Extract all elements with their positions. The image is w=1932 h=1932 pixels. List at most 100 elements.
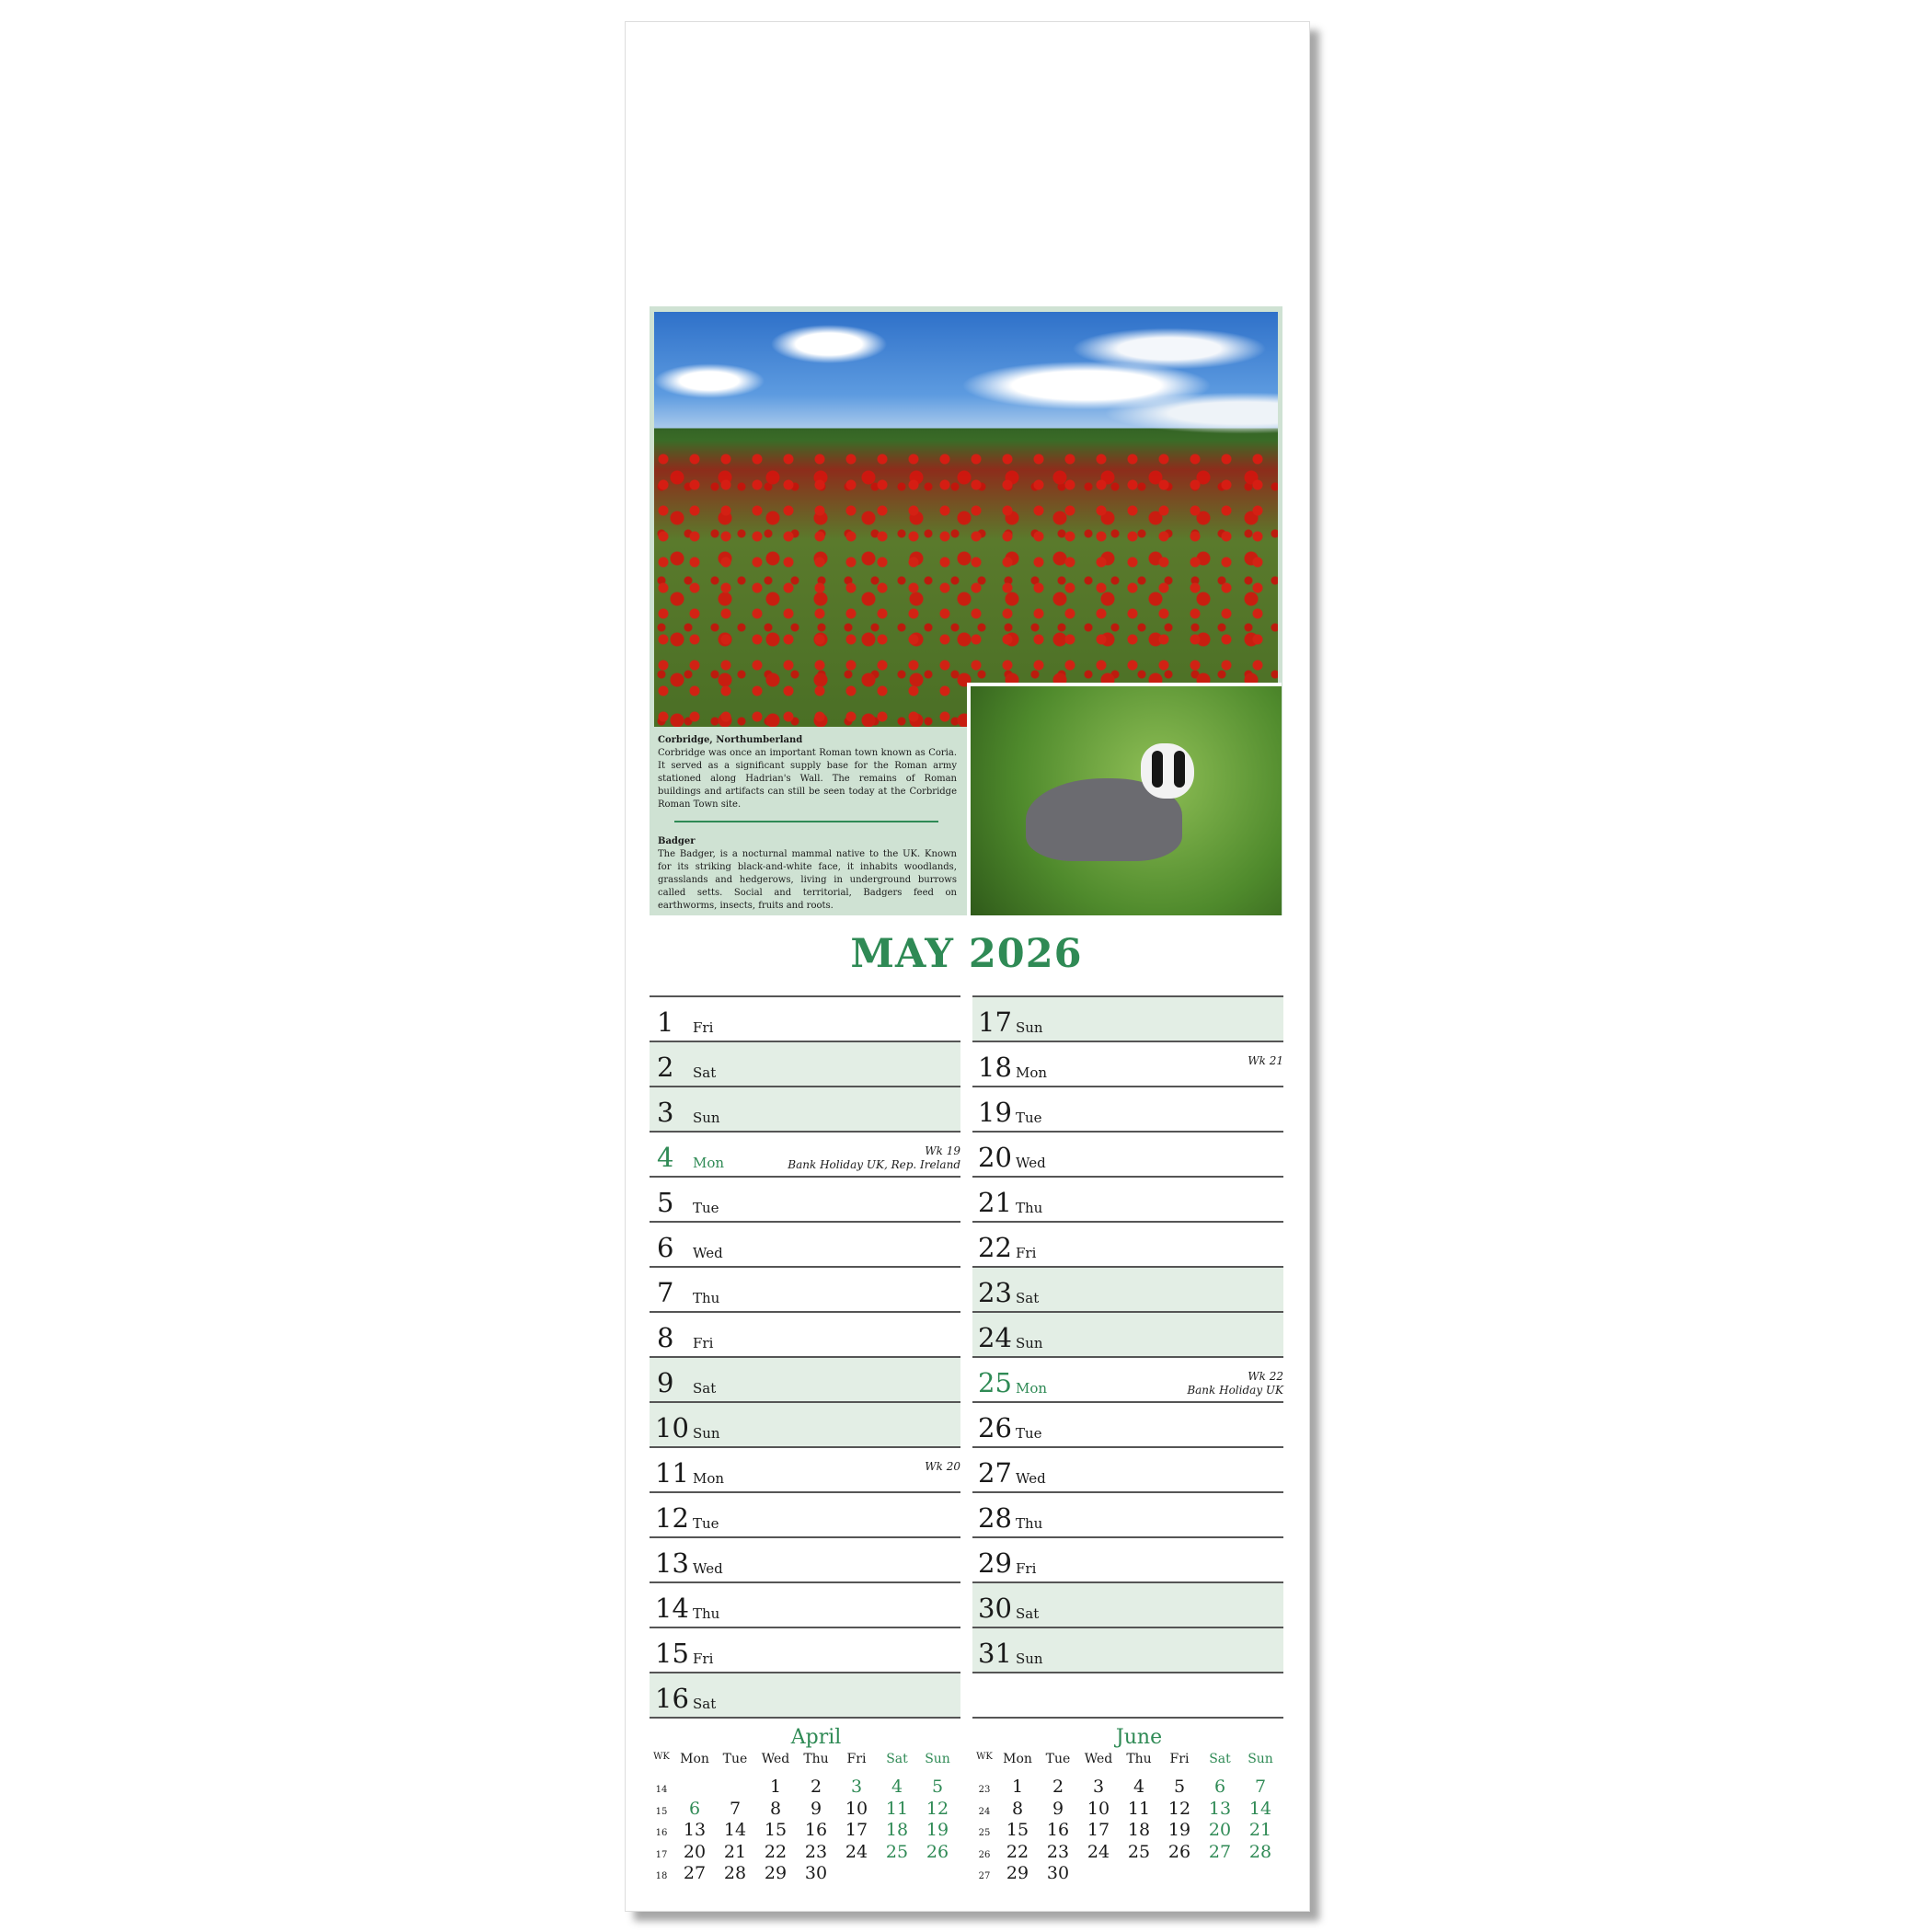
mini-calendar-day: 10 <box>845 1798 868 1819</box>
day-row[interactable]: 17 Sun <box>972 995 1283 1041</box>
mini-calendar-day: 4 <box>1133 1777 1145 1797</box>
day-of-week: Wed <box>1016 1155 1046 1171</box>
day-number: 15 <box>655 1638 689 1669</box>
day-of-week: Sun <box>1016 1019 1043 1036</box>
weekday-header: WK <box>653 1751 670 1762</box>
day-row[interactable]: 23 Sat <box>972 1266 1283 1311</box>
day-row[interactable]: 11 Mon Wk 20 <box>650 1446 960 1491</box>
day-of-week: Thu <box>1016 1515 1043 1532</box>
day-row[interactable]: 1 Fri <box>650 995 960 1041</box>
mini-calendar-day: 22 <box>1006 1841 1029 1862</box>
mini-calendar-day: 6 <box>1213 1777 1226 1797</box>
month-title: MAY 2026 <box>850 931 1083 977</box>
mini-calendar-day: 21 <box>1248 1820 1272 1840</box>
day-row[interactable]: 13 Wed <box>650 1536 960 1581</box>
holiday-note: Bank Holiday UK <box>1187 1384 1283 1397</box>
mini-calendar-day: 18 <box>1127 1820 1151 1840</box>
day-row[interactable]: 8 Fri <box>650 1311 960 1356</box>
day-row[interactable]: 9 Sat <box>650 1356 960 1401</box>
day-of-week: Thu <box>1016 1200 1043 1216</box>
weekday-header: Tue <box>1045 1751 1071 1766</box>
day-row-empty <box>972 1672 1283 1717</box>
day-number: 29 <box>978 1547 1012 1579</box>
week-number: 16 <box>655 1828 668 1838</box>
weekday-header: Fri <box>846 1751 867 1766</box>
day-of-week: Fri <box>693 1019 714 1036</box>
weekday-header: Mon <box>1003 1751 1032 1766</box>
day-of-week: Thu <box>693 1605 720 1622</box>
day-row[interactable]: 20 Wed <box>972 1131 1283 1176</box>
mini-calendar-day: 2 <box>1052 1777 1064 1797</box>
mini-calendar-day: 23 <box>1046 1841 1070 1862</box>
day-row[interactable]: 15 Fri <box>650 1627 960 1672</box>
weekday-header: Wed <box>1084 1751 1113 1766</box>
days-column-right: 17 Sun 18 Mon Wk 21 19 Tue 20 Wed 21 Thu 22 Fri 23 Sat… <box>972 995 1283 1719</box>
day-row[interactable]: 27 Wed <box>972 1446 1283 1491</box>
day-row[interactable]: 21 Thu <box>972 1176 1283 1221</box>
mini-calendar-april: April WK Mon Tue Wed Thu Fri Sat Sun 14 1 2 3 4 5 15 6 7 8… <box>649 1726 958 1883</box>
badger-stripe <box>1152 751 1163 788</box>
day-row[interactable]: 4 Mon Wk 19 Bank Holiday UK, Rep. Ireland <box>650 1131 960 1176</box>
day-of-week: Wed <box>693 1560 723 1577</box>
day-row[interactable]: 28 Thu <box>972 1491 1283 1536</box>
day-row[interactable]: 6 Wed <box>650 1221 960 1266</box>
day-number: 28 <box>978 1502 1012 1534</box>
day-number: 20 <box>978 1142 1012 1173</box>
mini-calendar-day: 28 <box>1248 1841 1272 1862</box>
day-row[interactable]: 5 Tue <box>650 1176 960 1221</box>
day-of-week: Sun <box>1016 1335 1043 1351</box>
day-row[interactable]: 19 Tue <box>972 1086 1283 1131</box>
day-row[interactable]: 25 Mon Wk 22 Bank Holiday UK <box>972 1356 1283 1401</box>
day-number: 17 <box>978 1006 1012 1038</box>
mini-calendar-day: 19 <box>1167 1820 1191 1840</box>
day-number: 14 <box>655 1593 689 1624</box>
weekday-header: Sat <box>1209 1751 1231 1766</box>
day-row[interactable]: 16 Sat <box>650 1672 960 1717</box>
mini-calendar-day: 22 <box>764 1841 788 1862</box>
day-of-week: Tue <box>1016 1110 1042 1126</box>
day-row[interactable]: 29 Fri <box>972 1536 1283 1581</box>
mini-calendar-day: 27 <box>1208 1841 1232 1862</box>
day-row[interactable]: 12 Tue <box>650 1491 960 1536</box>
mini-calendar-day: 6 <box>688 1798 701 1819</box>
badger-stripe <box>1174 751 1185 788</box>
mini-calendar-day: 25 <box>1127 1841 1151 1862</box>
caption-text-corbridge: Corbridge was once an important Roman to… <box>658 748 957 810</box>
weekday-header: Wed <box>761 1751 790 1766</box>
day-row[interactable]: 2 Sat <box>650 1041 960 1086</box>
mini-calendar-day: 16 <box>1046 1820 1070 1840</box>
day-row[interactable]: 31 Sun <box>972 1627 1283 1672</box>
mini-calendar-day: 1 <box>1011 1777 1024 1797</box>
mini-calendar-day: 5 <box>1173 1777 1186 1797</box>
day-of-week: Fri <box>1016 1245 1037 1261</box>
day-of-week: Sun <box>693 1425 720 1442</box>
mini-calendar-day: 28 <box>723 1863 747 1883</box>
mini-calendar-day: 8 <box>1011 1798 1024 1819</box>
week-number: 24 <box>978 1806 991 1817</box>
day-row[interactable]: 24 Sun <box>972 1311 1283 1356</box>
day-number: 11 <box>655 1457 689 1489</box>
day-number: 18 <box>978 1052 1012 1083</box>
day-row[interactable]: 10 Sun <box>650 1401 960 1446</box>
mini-calendar-day: 14 <box>1248 1798 1272 1819</box>
day-row[interactable]: 26 Tue <box>972 1401 1283 1446</box>
day-row[interactable]: 3 Sun <box>650 1086 960 1131</box>
day-of-week: Sun <box>1016 1650 1043 1667</box>
day-row[interactable]: 14 Thu <box>650 1581 960 1627</box>
day-row[interactable]: 7 Thu <box>650 1266 960 1311</box>
mini-calendar-day: 3 <box>850 1777 863 1797</box>
day-row[interactable]: 30 Sat <box>972 1581 1283 1627</box>
day-number: 4 <box>657 1142 674 1173</box>
mini-calendar-day: 10 <box>1087 1798 1110 1819</box>
day-of-week: Mon <box>693 1155 725 1171</box>
weekday-header: Sun <box>925 1751 950 1766</box>
day-number: 8 <box>657 1322 674 1353</box>
day-of-week: Wed <box>693 1245 723 1261</box>
day-of-week: Fri <box>693 1335 714 1351</box>
mini-calendar-day: 4 <box>891 1777 903 1797</box>
day-of-week: Sat <box>1016 1290 1040 1306</box>
mini-calendar-title: June <box>1115 1726 1163 1749</box>
caption-title-badger: Badger <box>658 836 696 846</box>
day-row[interactable]: 18 Mon Wk 21 <box>972 1041 1283 1086</box>
day-row[interactable]: 22 Fri <box>972 1221 1283 1266</box>
